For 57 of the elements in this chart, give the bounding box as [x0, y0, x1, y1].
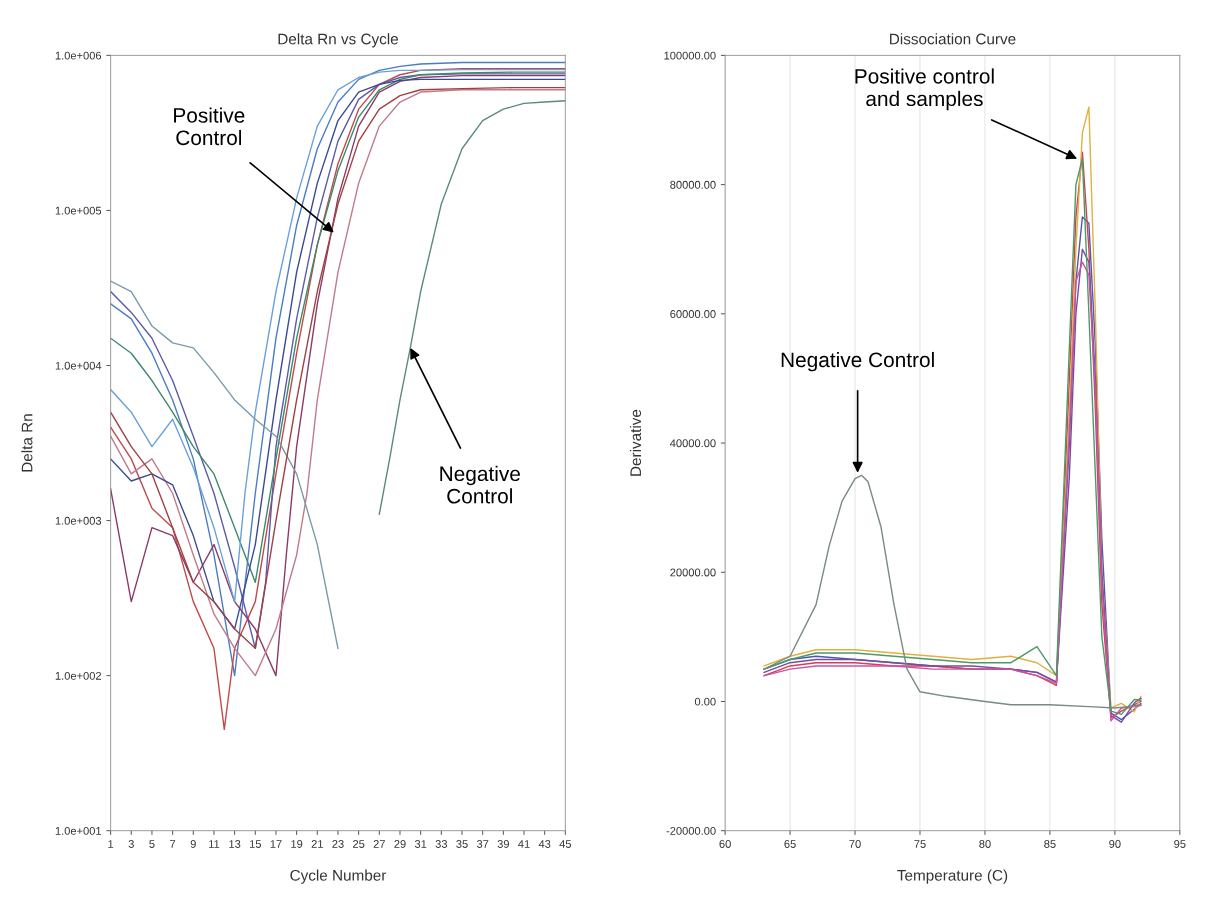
y-tick-label: 1.0e+005	[55, 206, 102, 215]
x-tick-label: 60	[719, 840, 731, 848]
x-tick-label: 1	[108, 840, 114, 848]
x-tick-label: 19	[291, 840, 303, 848]
x-tick-label: 80	[979, 840, 991, 848]
y-tick-label: 40000.00	[670, 439, 716, 448]
x-axis-title: Cycle Number	[290, 869, 387, 884]
x-tick-label: 9	[190, 840, 196, 848]
y-tick-label: 100000.00	[664, 51, 716, 60]
y-tick-label: 20000.00	[670, 568, 716, 577]
y-tick-label: 80000.00	[670, 180, 716, 189]
x-tick-label: 11	[209, 840, 220, 848]
chart-title: Delta Rn vs Cycle	[278, 33, 398, 48]
y-tick-label: 1.0e+004	[55, 361, 102, 370]
line-series	[110, 280, 339, 650]
x-tick-label: 37	[476, 840, 489, 848]
y-tick-label: -20000.00	[666, 826, 716, 835]
y-tick-label: 1.0e+002	[55, 671, 102, 680]
line-series	[378, 100, 566, 515]
y-tick-label: 1.0e+001	[55, 826, 102, 835]
x-tick-label: 15	[249, 840, 262, 848]
annotation: Positive control and samples	[855, 68, 994, 111]
x-tick-label: 31	[414, 840, 427, 848]
y-axis-title: Delta Rn	[21, 414, 33, 472]
x-tick-label: 39	[497, 840, 509, 848]
x-tick-label: 35	[456, 840, 468, 848]
x-tick-label: 75	[914, 840, 926, 848]
y-axis-title: Derivative	[629, 409, 642, 476]
annotation: Positive Control	[174, 107, 245, 146]
annotation: Negative Control	[781, 351, 934, 372]
y-tick-label: 60000.00	[670, 310, 716, 318]
x-tick-label: 70	[849, 840, 861, 848]
annotation: Negative Control	[440, 465, 520, 504]
x-axis-title: Temperature (C)	[897, 869, 1008, 884]
x-tick-label: 33	[435, 840, 448, 848]
chart-title: Dissociation Curve	[890, 33, 1016, 45]
x-tick-label: 65	[784, 840, 796, 848]
x-tick-label: 3	[128, 840, 134, 848]
x-tick-label: 90	[1109, 840, 1121, 848]
x-tick-label: 13	[229, 840, 241, 848]
x-tick-label: 27	[373, 840, 385, 848]
x-tick-label: 21	[311, 840, 323, 848]
x-tick-label: 7	[170, 840, 176, 848]
x-tick-label: 23	[332, 840, 344, 848]
x-tick-label: 17	[270, 840, 282, 848]
x-tick-label: 45	[559, 840, 572, 848]
y-tick-label: 0.00	[694, 697, 716, 706]
x-tick-label: 29	[394, 840, 406, 848]
x-tick-label: 43	[538, 840, 551, 848]
x-tick-label: 95	[1174, 840, 1186, 848]
y-tick-label: 1.0e+006	[55, 51, 102, 60]
x-tick-label: 25	[353, 840, 365, 848]
x-tick-label: 41	[518, 840, 530, 848]
line-series	[763, 474, 1142, 709]
x-tick-label: 85	[1044, 840, 1056, 848]
y-tick-label: 1.0e+003	[55, 516, 102, 525]
x-tick-label: 5	[149, 840, 155, 848]
